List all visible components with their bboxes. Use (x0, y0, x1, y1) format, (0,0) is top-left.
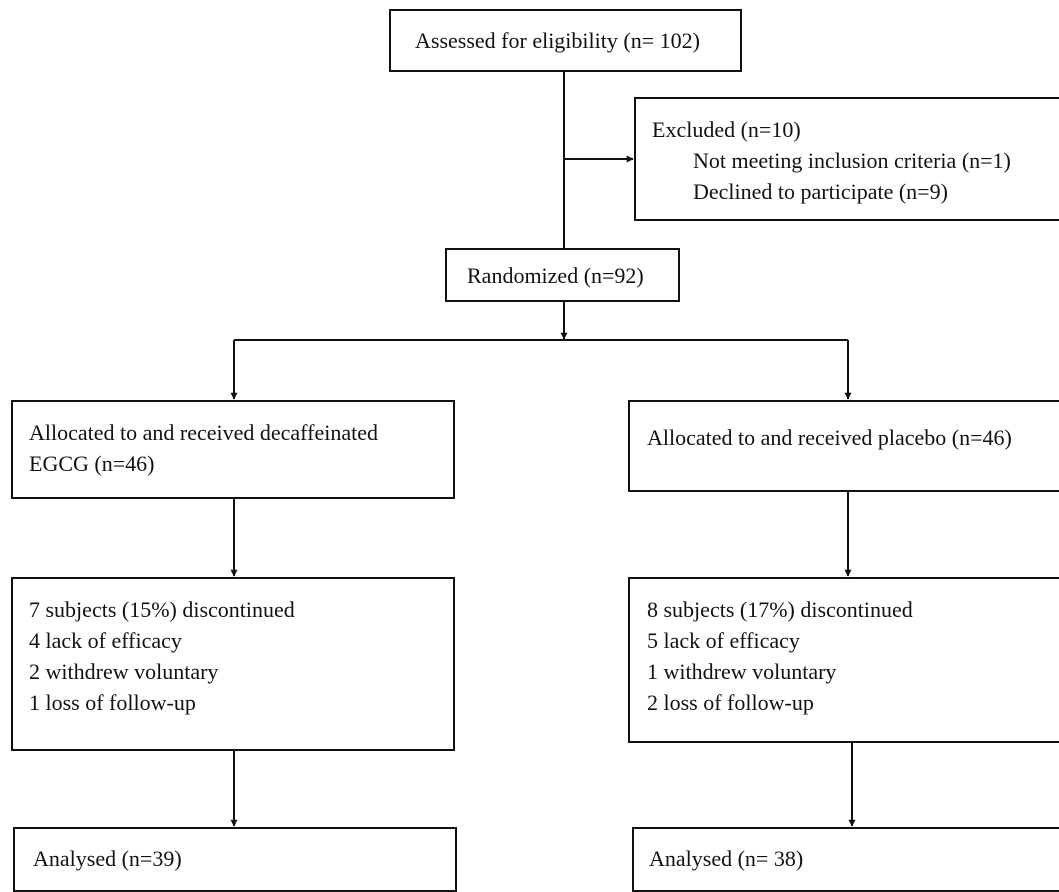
egcg-allocation-line: EGCG (n=46) (29, 451, 155, 476)
placebo-allocation-line: Allocated to and received placebo (n=46) (647, 425, 1012, 450)
randomized-box: Randomized (n=92) (445, 248, 680, 302)
egcg-discontinued-line: 2 withdrew voluntary (29, 659, 219, 684)
randomized-label: Randomized (n=92) (467, 263, 644, 288)
placebo-discontinued-line: 8 subjects (17%) discontinued (647, 597, 913, 622)
placebo-discontinued-box: 8 subjects (17%) discontinued 5 lack of … (628, 577, 1059, 743)
placebo-allocation-box: Allocated to and received placebo (n=46) (628, 400, 1059, 492)
placebo-discontinued-line: 2 loss of follow-up (647, 690, 814, 715)
placebo-discontinued-line: 5 lack of efficacy (647, 628, 800, 653)
egcg-allocation-line: Allocated to and received decaffeinated (29, 420, 378, 445)
placebo-discontinued-line: 1 withdrew voluntary (647, 659, 837, 684)
egcg-discontinued-line: 1 loss of follow-up (29, 690, 196, 715)
excluded-title: Excluded (n=10) (652, 117, 801, 142)
egcg-analysed-label: Analysed (n=39) (33, 846, 182, 871)
egcg-discontinued-box: 7 subjects (15%) discontinued 4 lack of … (11, 577, 455, 751)
placebo-analysed-label: Analysed (n= 38) (649, 846, 804, 871)
egcg-discontinued-line: 4 lack of efficacy (29, 628, 182, 653)
placebo-analysed-box: Analysed (n= 38) (632, 827, 1059, 892)
egcg-allocation-box: Allocated to and received decaffeinated … (11, 400, 455, 499)
excluded-reason: Declined to participate (n=9) (693, 179, 948, 204)
assessed-label: Assessed for eligibility (n= 102) (415, 28, 700, 53)
egcg-analysed-box: Analysed (n=39) (13, 827, 457, 892)
egcg-discontinued-line: 7 subjects (15%) discontinued (29, 597, 295, 622)
excluded-box: Excluded (n=10) Not meeting inclusion cr… (634, 97, 1059, 221)
excluded-reason: Not meeting inclusion criteria (n=1) (693, 148, 1011, 173)
assessed-box: Assessed for eligibility (n= 102) (389, 9, 742, 72)
